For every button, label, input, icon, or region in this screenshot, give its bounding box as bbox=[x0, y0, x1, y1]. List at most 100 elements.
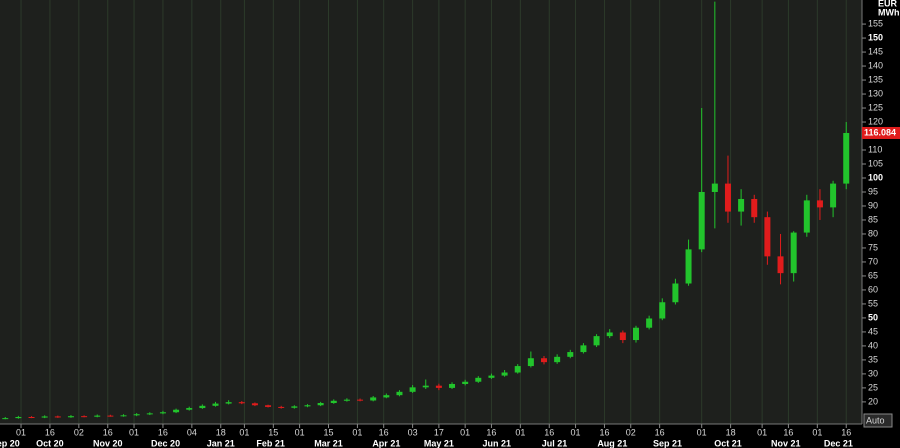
candle-body bbox=[278, 406, 285, 408]
x-tick-label: 18 bbox=[726, 427, 736, 437]
x-tick-label: 01 bbox=[515, 427, 525, 437]
y-tick-label: 95 bbox=[868, 186, 878, 196]
candle-body bbox=[527, 358, 534, 367]
y-tick-label: 85 bbox=[868, 214, 878, 224]
candle-body bbox=[238, 402, 245, 404]
x-tick-label: 15 bbox=[323, 427, 333, 437]
x-tick-label: 02 bbox=[626, 427, 636, 437]
y-tick-label: 125 bbox=[868, 102, 883, 112]
y-tick-label: 155 bbox=[868, 18, 883, 28]
unit-label: MWh bbox=[878, 7, 900, 17]
month-label: May 21 bbox=[424, 438, 454, 448]
candle-body bbox=[291, 406, 298, 408]
candle-body bbox=[2, 418, 9, 420]
month-label: Apr 21 bbox=[372, 438, 400, 448]
candle-body bbox=[724, 183, 731, 212]
month-label: Sep 21 bbox=[653, 438, 682, 448]
candle-body bbox=[567, 352, 574, 357]
y-tick-label: 35 bbox=[868, 354, 878, 364]
candle-body bbox=[790, 232, 797, 274]
candle-body bbox=[672, 283, 679, 303]
y-tick-label: 105 bbox=[868, 158, 883, 168]
plot-area bbox=[0, 0, 862, 424]
candle-body bbox=[554, 356, 561, 363]
y-tick-label: 150 bbox=[868, 32, 883, 42]
candle-body bbox=[304, 405, 311, 407]
last-price-label: 116.084 bbox=[864, 127, 896, 137]
x-tick-label: 16 bbox=[158, 427, 168, 437]
candle-body bbox=[173, 409, 180, 413]
y-tick-label: 30 bbox=[868, 368, 878, 378]
month-label: Jul 21 bbox=[542, 438, 568, 448]
auto-button-label[interactable]: Auto bbox=[866, 415, 885, 425]
x-tick-label: 16 bbox=[544, 427, 554, 437]
candle-body bbox=[593, 336, 600, 346]
y-tick-label: 50 bbox=[868, 312, 878, 322]
candle-body bbox=[225, 402, 232, 404]
candle-body bbox=[15, 417, 22, 419]
month-label: Nov 20 bbox=[93, 438, 123, 448]
candle-body bbox=[409, 387, 416, 392]
y-tick-label: 135 bbox=[868, 74, 883, 84]
y-tick-label: 70 bbox=[868, 256, 878, 266]
x-tick-label: 15 bbox=[268, 427, 278, 437]
candle-body bbox=[816, 200, 823, 208]
candle-body bbox=[28, 417, 35, 419]
month-label: Dec 21 bbox=[824, 438, 853, 448]
month-label: Sep 20 bbox=[0, 438, 20, 448]
candle-body bbox=[632, 327, 639, 341]
y-tick-label: 120 bbox=[868, 116, 883, 126]
candle-body bbox=[107, 415, 114, 417]
candle-body bbox=[488, 375, 495, 378]
candle-body bbox=[698, 191, 705, 250]
x-tick-label: 01 bbox=[352, 427, 362, 437]
y-tick-label: 45 bbox=[868, 326, 878, 336]
x-tick-label: 01 bbox=[757, 427, 767, 437]
x-tick-label: 16 bbox=[45, 427, 55, 437]
y-tick-label: 130 bbox=[868, 88, 883, 98]
x-tick-label: 01 bbox=[697, 427, 707, 437]
candle-body bbox=[186, 408, 193, 410]
y-tick-label: 110 bbox=[868, 144, 882, 154]
candle-body bbox=[251, 403, 258, 406]
x-tick-label: 01 bbox=[295, 427, 305, 437]
candle-body bbox=[514, 366, 521, 373]
candle-body bbox=[659, 302, 666, 319]
candle-body bbox=[265, 405, 272, 407]
x-tick-label: 16 bbox=[379, 427, 389, 437]
x-tick-label: 16 bbox=[486, 427, 496, 437]
x-tick-label: 16 bbox=[783, 427, 793, 437]
x-tick-label: 16 bbox=[655, 427, 665, 437]
y-tick-label: 25 bbox=[868, 382, 878, 392]
y-axis-panel bbox=[862, 0, 900, 448]
x-tick-label: 16 bbox=[103, 427, 113, 437]
candle-body bbox=[212, 403, 219, 406]
candle-body bbox=[422, 385, 429, 388]
candle-body bbox=[738, 198, 745, 212]
y-tick-label: 55 bbox=[868, 298, 878, 308]
month-label: Aug 21 bbox=[597, 438, 627, 448]
x-tick-label: 16 bbox=[599, 427, 609, 437]
month-label: Mar 21 bbox=[314, 438, 343, 448]
candle-body bbox=[685, 249, 692, 284]
candle-body bbox=[777, 256, 784, 274]
candle-body bbox=[580, 345, 587, 353]
y-tick-label: 100 bbox=[868, 172, 883, 182]
candle-body bbox=[146, 413, 153, 415]
candle-body bbox=[764, 217, 771, 257]
month-label: Oct 20 bbox=[36, 438, 64, 448]
y-tick-label: 20 bbox=[868, 396, 878, 406]
candle-body bbox=[619, 332, 626, 341]
candle-body bbox=[475, 377, 482, 382]
auto-button[interactable] bbox=[863, 413, 893, 428]
candle-body bbox=[646, 318, 653, 328]
month-label: Jan 21 bbox=[207, 438, 235, 448]
candle-body bbox=[541, 358, 548, 363]
y-tick-label: 140 bbox=[868, 60, 883, 70]
candle-body bbox=[94, 415, 101, 417]
candle-body bbox=[711, 183, 718, 192]
unit-label: EUR bbox=[878, 0, 898, 8]
month-label: Nov 21 bbox=[771, 438, 801, 448]
candle-body bbox=[120, 415, 127, 417]
candle-body bbox=[317, 403, 324, 406]
